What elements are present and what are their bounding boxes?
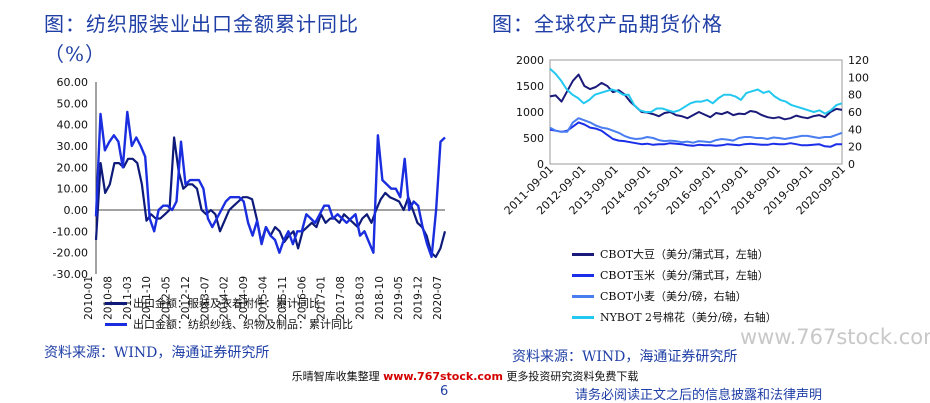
left-x-tick-label: 2018-10 (374, 276, 386, 320)
right-legend-label-cotton: NYBOT 2号棉花（美分/磅，右轴） (600, 311, 777, 324)
left-chart-title: 图：纺织服装业出口金额累计同比 (44, 12, 359, 36)
left-x-tick-label: 2010-01 (83, 276, 95, 320)
left-x-tick-label: 2014-02 (219, 276, 231, 320)
left-x-tick-label: 2018-03 (354, 276, 366, 320)
left-x-tick-label: 2013-07 (199, 276, 211, 320)
right-right-tick-label: 100 (848, 71, 869, 84)
right-legend-swatch-corn (572, 273, 594, 277)
right-left-tick-label: 0 (537, 158, 544, 171)
left-y-tick-label: 60.00 (57, 76, 89, 89)
right-chart-title: 图：全球农产品期货价格 (492, 12, 723, 36)
right-legend-item-soybean: CBOT大豆（美分/蒲式耳，左轴） (572, 246, 769, 262)
right-series-line (549, 73, 843, 121)
right-series-line (549, 117, 843, 144)
left-series-line (94, 110, 446, 259)
left-y-tick-label: 10.00 (57, 183, 89, 196)
right-series-line (549, 121, 842, 148)
right-left-tick-label: 1000 (516, 106, 544, 119)
left-x-tick-label: 2015-04 (258, 276, 270, 320)
footer-banner: 乐晴智库收集整理 www.767stock.com 更多投资研究资料免费下载 (0, 368, 930, 384)
left-y-tick-label: 50.00 (57, 97, 89, 110)
footer-prefix: 乐晴智库收集整理 (291, 370, 384, 383)
right-chart-source: 资料来源：WIND，海通证券研究所 (512, 349, 738, 365)
right-left-tick-label: 1500 (516, 80, 544, 93)
right-left-tick-label: 2000 (516, 54, 544, 67)
left-x-tick-label: 2014-09 (238, 276, 250, 320)
left-y-tick-label: -20.00 (53, 247, 88, 260)
right-right-tick-label: 40 (848, 123, 862, 136)
right-legend-swatch-wheat (572, 294, 594, 298)
left-y-tick-label: -30.00 (53, 268, 88, 281)
left-chart-unit: （%） (44, 42, 107, 66)
left-legend-swatch-apparel (105, 301, 127, 305)
left-y-tick-label: -10.00 (53, 225, 88, 238)
left-x-tick-label: 2017-08 (335, 276, 347, 320)
left-legend-label-textile: 出口金额：纺织纱线、织物及制品：累计同比 (133, 318, 353, 331)
left-y-tick-label: 30.00 (57, 140, 89, 153)
left-x-tick-label: 2020-07 (432, 276, 444, 320)
left-legend-swatch-textile (105, 322, 127, 326)
right-series-line (549, 67, 843, 115)
right-legend-item-corn: CBOT玉米（美分/蒲式耳，左轴） (572, 267, 769, 283)
watermark-text: www.767stock.com (740, 325, 930, 349)
left-chart-source: 资料来源：WIND，海通证券研究所 (44, 345, 270, 361)
right-right-tick-label: 80 (848, 89, 862, 102)
left-x-tick-label: 2015-11 (277, 276, 289, 320)
left-x-tick-label: 2019-12 (413, 276, 425, 320)
left-x-tick-label: 2019-05 (393, 276, 405, 320)
right-legend-label-soybean: CBOT大豆（美分/蒲式耳，左轴） (600, 248, 769, 261)
right-right-tick-label: 20 (848, 141, 862, 154)
right-right-tick-label: 120 (848, 54, 869, 67)
right-right-tick-label: 0 (848, 158, 855, 171)
right-legend-swatch-cotton (572, 315, 594, 319)
right-left-tick-label: 500 (523, 132, 544, 145)
left-legend-item-textile: 出口金额：纺织纱线、织物及制品：累计同比 (105, 316, 353, 332)
left-x-tick-label: 2012-05 (161, 276, 173, 320)
disclaimer-text: 请务必阅读正文之后的信息披露和法律声明 (575, 388, 823, 403)
page-number: 6 (440, 384, 449, 399)
left-x-tick-label: 2010-08 (102, 276, 114, 320)
footer-site-link[interactable]: www.767stock.com (383, 370, 503, 383)
left-x-tick-label: 2017-01 (316, 276, 328, 320)
right-plot-frame (549, 59, 843, 165)
right-chart: 20001500100050001201008060402002011-09-0… (502, 54, 869, 217)
left-y-tick-label: 0.00 (64, 204, 89, 217)
right-legend-label-wheat: CBOT小麦（美分/磅，右轴） (600, 290, 747, 303)
left-x-tick-label: 2016-06 (296, 276, 308, 320)
left-x-tick-label: 2011-03 (122, 276, 134, 320)
left-y-tick-label: 20.00 (57, 161, 89, 174)
right-legend-label-corn: CBOT玉米（美分/蒲式耳，左轴） (600, 269, 769, 282)
left-x-tick-label: 2012-12 (180, 276, 192, 320)
right-legend-item-cotton: NYBOT 2号棉花（美分/磅，右轴） (572, 309, 777, 325)
right-right-tick-label: 60 (848, 106, 862, 119)
left-legend-item-apparel: 出口金额：服装及衣着附件：累计同比 (105, 295, 320, 311)
right-legend-item-wheat: CBOT小麦（美分/磅，右轴） (572, 288, 747, 304)
left-legend-label-apparel: 出口金额：服装及衣着附件：累计同比 (133, 297, 320, 310)
left-x-tick-label: 2011-10 (141, 276, 153, 320)
footer-suffix: 更多投资研究资料免费下载 (502, 370, 639, 383)
left-y-tick-label: 40.00 (57, 119, 89, 132)
left-chart: 60.00 50.00 40.00 30.00 20.00 10.00 0.00 -10.00… (53, 76, 447, 320)
right-legend-swatch-soybean (572, 252, 594, 256)
